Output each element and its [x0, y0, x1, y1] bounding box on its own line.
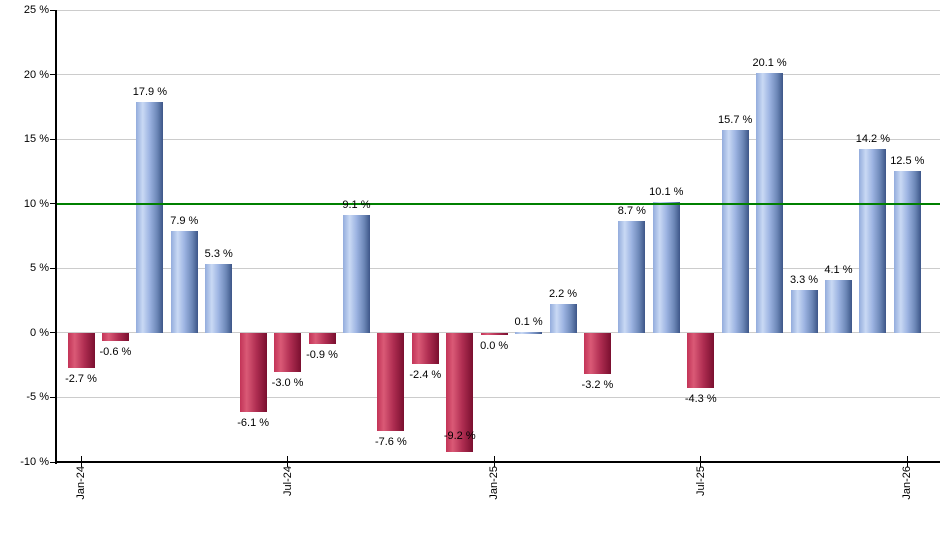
y-axis-label: 25 %: [23, 4, 49, 16]
y-axis-tick: [50, 74, 55, 76]
bar: [170, 230, 198, 333]
bar-value-label: 9.1 %: [342, 199, 371, 212]
bar: [515, 331, 543, 334]
y-grid-line: [57, 267, 940, 269]
bar-value-label: 4.1 %: [824, 263, 853, 276]
bar: [721, 130, 749, 333]
bar: [342, 215, 370, 333]
bar: [239, 332, 267, 412]
x-axis-tick: [493, 456, 495, 467]
y-axis-label: 10 %: [23, 197, 49, 210]
bar: [136, 101, 164, 333]
x-axis-label: Jan-26: [901, 466, 914, 500]
bar-value-label: 14.2 %: [855, 133, 890, 146]
bar: [205, 264, 233, 333]
x-axis-tick: [906, 456, 908, 467]
bar-value-label: -3.2 %: [581, 379, 614, 392]
y-axis-label: 5 %: [30, 262, 49, 275]
bar: [893, 171, 921, 333]
bar: [549, 304, 577, 333]
bar: [274, 332, 302, 372]
y-grid-line: [57, 74, 940, 76]
y-axis-tick: [50, 267, 55, 269]
y-axis-tick: [50, 138, 55, 140]
y-axis-label: 0 %: [30, 326, 49, 339]
x-axis-label: Jan-24: [75, 466, 87, 500]
bar-value-label: -7.6 %: [374, 436, 407, 448]
y-axis-line: [55, 10, 57, 464]
bar-value-label: -2.4 %: [409, 368, 442, 381]
bar: [824, 279, 852, 333]
bar: [411, 332, 439, 364]
x-axis-tick: [80, 456, 82, 467]
y-axis-tick: [50, 9, 55, 11]
bar-value-label: 0.1 %: [514, 315, 543, 328]
bar-value-label: 17.9 %: [132, 85, 167, 98]
x-axis-label: Jul-24: [281, 466, 294, 496]
y-grid-line: [57, 9, 940, 11]
bar: [67, 332, 95, 368]
y-axis-tick: [50, 461, 55, 463]
bar-value-label: 3.3 %: [789, 274, 819, 287]
bar-value-label: -4.3 %: [684, 393, 717, 406]
bar-value-label: 5.3 %: [204, 248, 233, 261]
x-axis-label: Jan-25: [488, 466, 501, 500]
bar-value-label: -0.6 %: [99, 345, 132, 358]
y-grid-line: [57, 396, 940, 398]
y-axis-label: 15 %: [23, 133, 49, 146]
bar-value-label: -3.0 %: [271, 376, 304, 389]
bar: [480, 332, 508, 336]
bar: [618, 220, 646, 333]
x-axis-tick: [700, 456, 702, 467]
y-grid-line: [57, 138, 940, 140]
y-axis-tick: [50, 396, 55, 398]
bar-value-label: 12.5 %: [890, 155, 925, 168]
bar: [859, 149, 887, 333]
bar-value-label: -9.2 %: [443, 429, 476, 442]
x-axis-tick: [287, 456, 289, 467]
bar: [377, 332, 405, 431]
bar: [652, 202, 680, 333]
x-axis-label: Jul-25: [694, 466, 707, 496]
bar: [583, 332, 611, 375]
bar-value-label: 0.0 %: [480, 340, 509, 353]
bar: [446, 332, 474, 452]
bar: [308, 332, 336, 345]
y-axis-tick: [50, 332, 55, 334]
bar-value-label: 2.2 %: [548, 288, 578, 301]
bar-value-label: 15.7 %: [718, 114, 753, 127]
bar: [101, 332, 129, 341]
bar-value-label: -0.9 %: [306, 349, 338, 362]
bar-value-label: 20.1 %: [752, 57, 787, 70]
y-axis-label: 20 %: [23, 68, 49, 81]
x-axis-line: [55, 461, 940, 463]
bar-value-label: 10.1 %: [649, 186, 684, 199]
bar-value-label: 8.7 %: [617, 204, 646, 217]
reference-line: [57, 202, 940, 205]
bar-value-label: -2.7 %: [65, 372, 97, 385]
bar: [687, 332, 715, 389]
bar-value-label: -6.1 %: [237, 416, 270, 429]
y-axis-label: -10 %: [20, 456, 49, 468]
bar: [790, 290, 818, 333]
bar-value-label: 7.9 %: [170, 214, 199, 227]
y-axis-tick: [50, 203, 55, 205]
y-axis-label: -5 %: [26, 391, 49, 404]
